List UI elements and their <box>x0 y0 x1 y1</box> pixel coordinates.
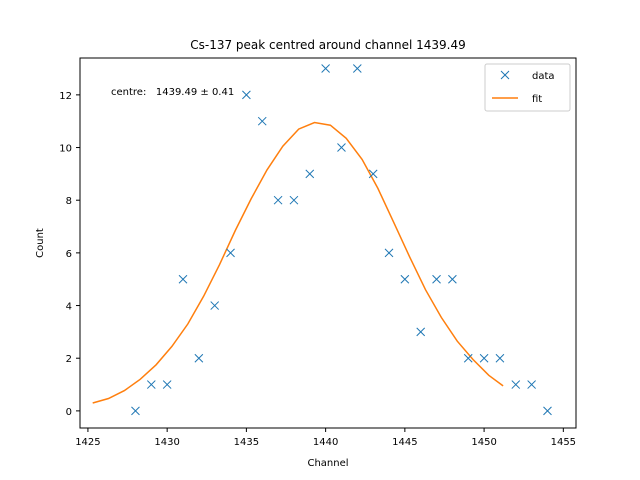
data-point-stroke <box>131 406 140 416</box>
data-point <box>368 169 378 179</box>
legend-label-fit: fit <box>532 94 542 105</box>
y-tick-label: 12 <box>59 91 72 102</box>
data-point-stroke <box>178 274 188 284</box>
y-tick-label: 4 <box>66 302 72 313</box>
data-point-stroke <box>527 380 536 389</box>
data-point-stroke <box>384 248 394 258</box>
data-point <box>384 248 394 258</box>
data-point-stroke <box>368 169 378 179</box>
x-tick-label: 1425 <box>75 437 100 448</box>
data-point-stroke <box>463 353 473 363</box>
data-point <box>146 380 156 389</box>
data-point-stroke <box>273 195 283 205</box>
data-point <box>273 195 283 205</box>
y-axis-label: Count <box>35 228 46 258</box>
data-point <box>210 301 220 310</box>
data-point-stroke <box>146 380 156 389</box>
y-tick-label: 0 <box>66 407 72 418</box>
data-point-stroke <box>511 380 521 389</box>
x-tick-label: 1455 <box>551 437 576 448</box>
data-point <box>448 274 457 284</box>
data-point-stroke <box>543 406 552 416</box>
data-point <box>495 353 505 363</box>
data-point-stroke <box>242 90 251 100</box>
data-point-stroke <box>479 353 489 363</box>
data-point-stroke <box>400 274 410 284</box>
data-point-stroke <box>495 353 505 363</box>
data-point <box>178 274 188 284</box>
data-point-stroke <box>352 64 362 73</box>
data-point <box>257 116 267 126</box>
data-point-stroke <box>321 64 330 73</box>
axes: 1425 1430 1435 1440 1445 1450 1455 0 2 4 6 8 10 12 <box>59 57 577 448</box>
legend: data fit <box>484 63 571 112</box>
axes-frame <box>79 57 577 429</box>
data-point-stroke <box>289 195 299 205</box>
data-point-stroke <box>337 143 346 152</box>
data-point <box>321 64 330 73</box>
data-point-stroke <box>432 274 441 284</box>
data-point <box>479 353 489 363</box>
data-point <box>289 195 299 205</box>
fit-line <box>92 121 504 404</box>
data-point <box>305 169 315 179</box>
legend-box <box>484 63 571 112</box>
data-point-stroke <box>226 248 235 258</box>
data-point-stroke <box>257 116 267 126</box>
chart-title: Cs-137 peak centred around channel 1439.… <box>190 38 466 52</box>
y-tick-label: 2 <box>66 354 72 365</box>
y-tick-label: 8 <box>66 196 72 207</box>
legend-marker-stroke <box>500 70 510 80</box>
data-point-stroke <box>305 169 315 179</box>
data-point <box>162 380 172 389</box>
data-point <box>511 380 521 389</box>
data-point-stroke <box>210 301 220 310</box>
data-point <box>463 353 473 363</box>
data-point-stroke <box>448 274 457 284</box>
legend-label-data: data <box>532 71 555 82</box>
x-tick-label: 1440 <box>313 437 338 448</box>
x-tick-label: 1445 <box>392 437 417 448</box>
x-tick-label: 1435 <box>234 437 259 448</box>
data-point <box>416 327 426 337</box>
data-point-stroke <box>162 380 172 389</box>
data-point <box>226 248 235 258</box>
data-point <box>242 90 251 100</box>
centre-annotation: centre: 1439.49 ± 0.41 <box>111 87 234 98</box>
data-point-stroke <box>194 353 204 363</box>
data-point <box>432 274 441 284</box>
y-tick-label: 10 <box>59 144 72 155</box>
legend-marker-data <box>500 70 510 80</box>
data-point <box>543 406 552 416</box>
plot-area <box>92 64 552 416</box>
data-point <box>400 274 410 284</box>
data-point <box>352 64 362 73</box>
x-tick-label: 1450 <box>471 437 496 448</box>
y-tick-label: 6 <box>66 249 72 260</box>
data-point <box>194 353 204 363</box>
data-point <box>527 380 536 389</box>
x-axis-label: Channel <box>307 458 348 469</box>
x-tick-label: 1430 <box>154 437 179 448</box>
data-point <box>337 143 346 152</box>
data-point <box>131 406 140 416</box>
data-point-stroke <box>416 327 426 337</box>
